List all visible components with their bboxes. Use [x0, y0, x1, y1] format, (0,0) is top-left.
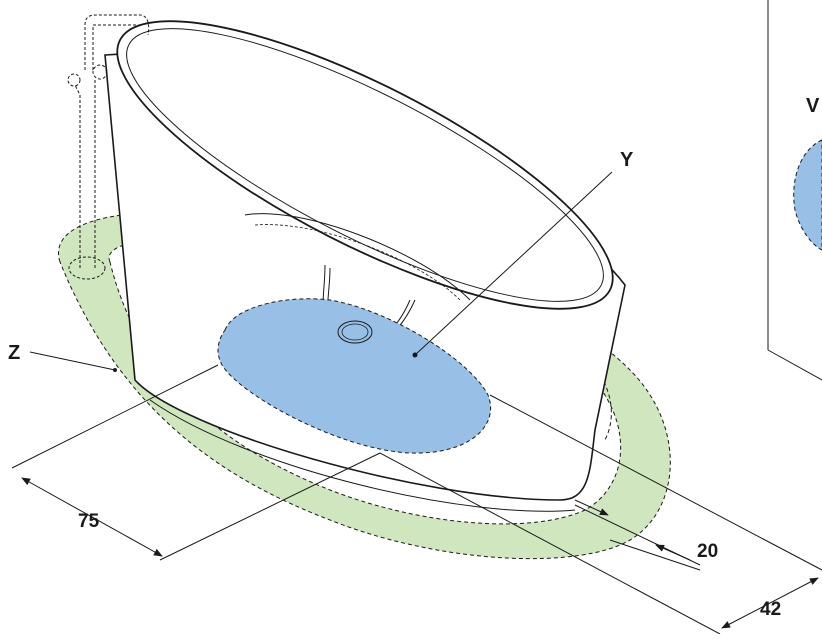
drain-hole [337, 320, 373, 344]
zone-v-label: V [806, 95, 820, 117]
dimension-75-arrow [21, 477, 163, 557]
faucet-pipe [67, 14, 150, 268]
zone-z-label: Z [8, 342, 20, 364]
dimension-75-label: 75 [78, 511, 100, 532]
dimension-42-arrow [721, 577, 819, 629]
leader-y [414, 171, 613, 356]
dimension-42-label: 42 [760, 599, 781, 620]
side-panel [767, 0, 822, 381]
pipe-base [68, 256, 106, 280]
zone-y-area [217, 298, 492, 454]
leader-z [29, 351, 116, 371]
zone-y-label: Y [620, 149, 634, 171]
dimension-20-label: 20 [697, 541, 718, 562]
extension-lines [11, 364, 822, 635]
dimension-20-arrow-b [655, 544, 691, 561]
bathtub [104, 20, 626, 512]
dimension-20-arrow-a [574, 499, 609, 516]
